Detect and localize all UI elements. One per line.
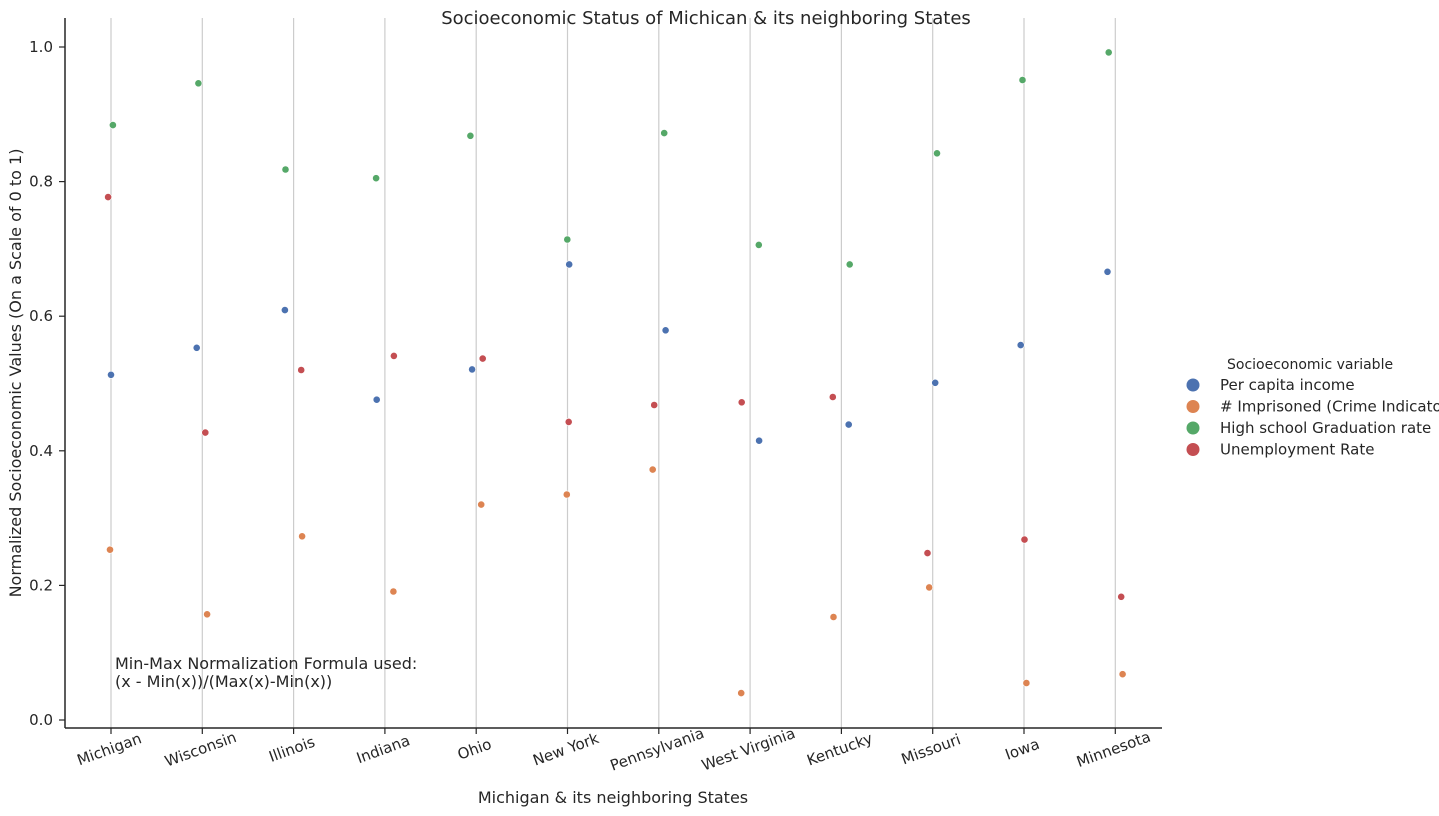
legend-marker [1186, 400, 1200, 413]
grid-lines [110, 18, 1116, 728]
legend-items: Per capita income # Imprisoned (Crime Ind… [1186, 376, 1439, 459]
data-point [201, 428, 210, 437]
y-tick-label: 1.0 [29, 38, 53, 56]
x-tick-label: Iowa [1003, 735, 1042, 764]
data-point [107, 370, 115, 379]
normalization-note-line-1: Min-Max Normalization Formula used: [115, 654, 417, 673]
data-point [1103, 267, 1112, 276]
data-point [648, 465, 657, 474]
y-tick-label: 0.8 [29, 173, 53, 191]
y-tick-label: 0.6 [29, 307, 53, 325]
data-point [660, 129, 669, 137]
x-tick-label: Illinois [266, 733, 317, 766]
data-point [754, 240, 763, 249]
data-point [737, 398, 746, 407]
x-tick-label: Michigan [75, 729, 144, 769]
data-point [372, 395, 381, 404]
data-point [661, 326, 670, 335]
data-point [755, 436, 763, 445]
x-ticks: Michigan Wisconsin Illinois Indiana Ohio New … [75, 724, 1153, 775]
data-point [737, 689, 746, 697]
data-point [829, 613, 838, 621]
normalization-note-line-2: (x - Min(x))/(Max(x)-Min(x)) [115, 672, 332, 691]
data-point [372, 174, 380, 183]
y-tick-label: 0.4 [29, 442, 53, 460]
x-tick-label: West Virginia [699, 724, 797, 775]
legend: Socioeconomic variable Per capita income… [1186, 357, 1439, 459]
legend-label: High school Graduation rate [1220, 419, 1431, 437]
data-point [1117, 592, 1126, 601]
data-point [931, 378, 940, 387]
chart-title: Socioeconomic Status of Michican & its n… [441, 8, 971, 29]
data-point [468, 365, 476, 374]
data-point [564, 417, 573, 426]
x-tick-label: Indiana [354, 731, 412, 767]
data-point [923, 549, 932, 557]
data-point [1022, 679, 1031, 687]
data-point [828, 393, 837, 401]
data-points [104, 48, 1127, 697]
data-point [104, 193, 112, 201]
data-point [297, 366, 306, 374]
data-point [281, 165, 290, 174]
y-axis-title: Normalized Socioeconomic Values (On a Sc… [6, 149, 25, 598]
data-point [933, 149, 941, 158]
axes [64, 18, 1162, 729]
data-point [845, 260, 854, 269]
legend-marker [1186, 421, 1200, 435]
x-tick-label: Wisconsin [162, 728, 239, 771]
data-point [562, 490, 571, 499]
x-tick-label: Minnesota [1074, 728, 1153, 771]
legend-label: Per capita income [1220, 376, 1355, 394]
data-point [563, 235, 572, 244]
data-point [844, 420, 853, 429]
data-point [1016, 341, 1025, 349]
data-point [389, 351, 398, 360]
legend-marker [1186, 378, 1200, 392]
legend-marker [1186, 443, 1200, 456]
data-point [1104, 48, 1113, 57]
data-point [280, 306, 289, 314]
x-tick-label: Ohio [455, 735, 494, 764]
data-point [1018, 76, 1027, 84]
y-tick-label: 0.0 [29, 711, 53, 729]
y-tick-label: 0.2 [29, 576, 53, 594]
data-point [109, 121, 117, 129]
y-ticks: 0.0 0.2 0.4 0.6 0.8 1.0 [29, 38, 65, 729]
data-point [389, 587, 398, 596]
legend-label: Unemployment Rate [1220, 441, 1374, 459]
x-tick-label: Missouri [899, 730, 963, 768]
data-point [477, 500, 486, 509]
data-point [194, 79, 203, 88]
data-point [1020, 535, 1029, 544]
data-point [478, 354, 487, 363]
data-point [192, 343, 201, 352]
data-point [106, 545, 114, 554]
data-point [565, 260, 574, 269]
x-tick-label: Kentucky [804, 729, 875, 769]
data-point [203, 610, 211, 619]
x-tick-label: New York [530, 729, 601, 770]
data-point [466, 131, 475, 140]
x-tick-label: Pennsylvania [608, 724, 707, 775]
data-point [298, 532, 306, 541]
data-point [650, 401, 659, 409]
legend-title: Socioeconomic variable [1227, 357, 1393, 373]
legend-label: # Imprisoned (Crime Indicator) [1220, 398, 1439, 416]
data-point [925, 583, 934, 592]
data-point [1118, 670, 1127, 679]
x-axis-title: Michigan & its neighboring States [478, 788, 748, 807]
